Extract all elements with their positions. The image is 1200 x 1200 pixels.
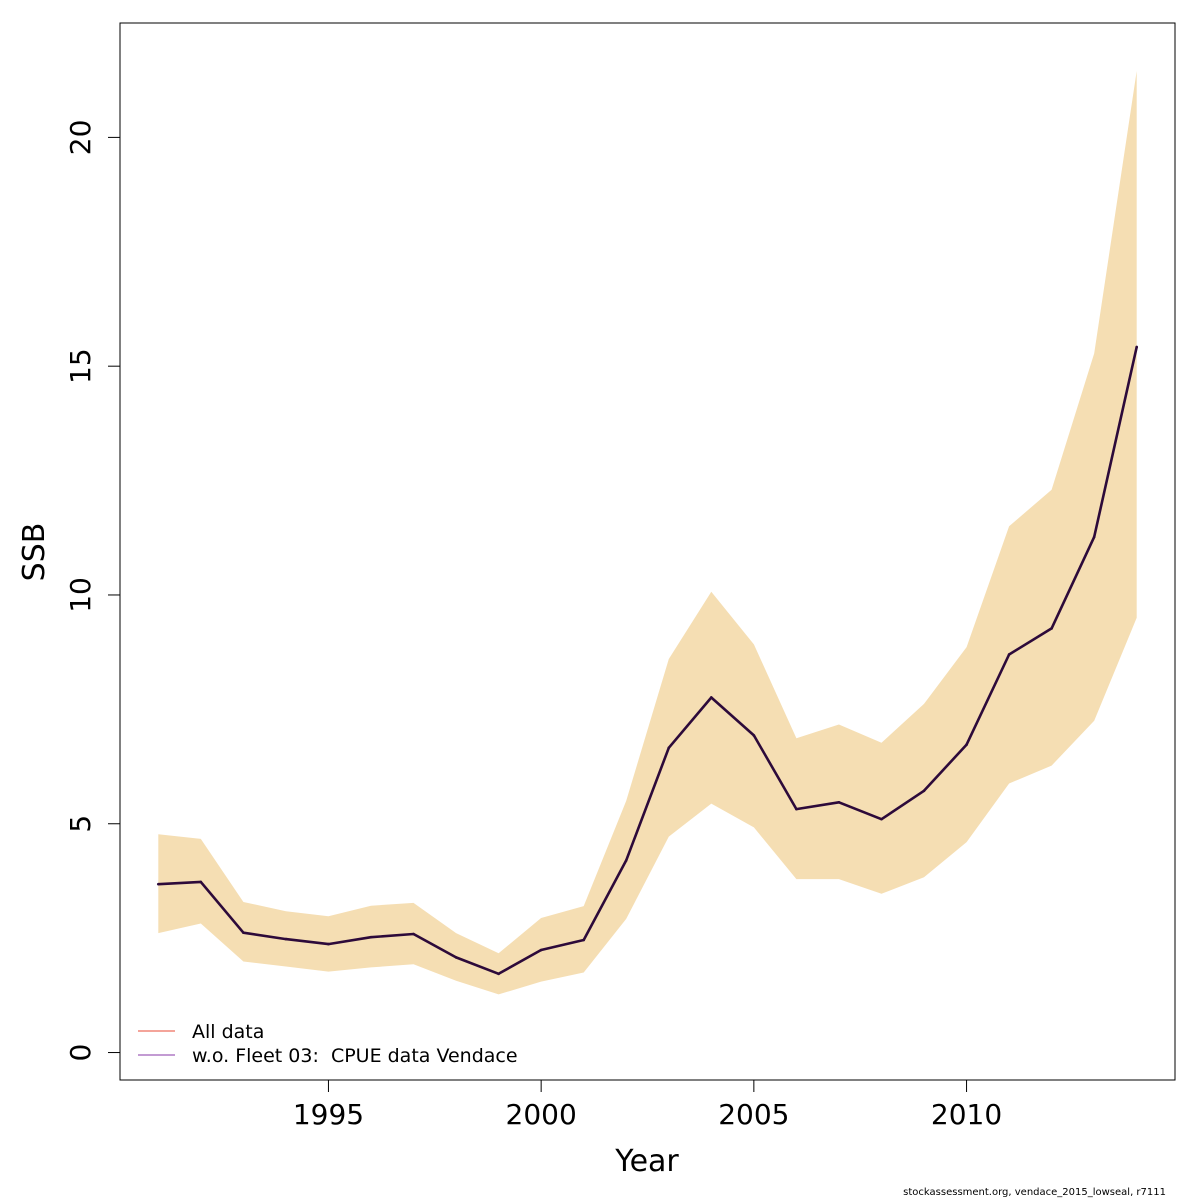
ssb-point-1997 [412, 932, 415, 936]
confidence-band [158, 71, 1137, 995]
ssb-point-1995 [327, 942, 330, 946]
ssb-point-2003 [667, 746, 671, 750]
x-axis: 1995 2000 2005 2010 [293, 1079, 1002, 1131]
ssb-line [158, 346, 1138, 976]
ssb-point-2013 [1092, 535, 1096, 539]
x-tick-label-1995: 1995 [293, 1098, 364, 1131]
ssb-point-1991 [156, 882, 160, 886]
ssb-point-1998 [454, 956, 458, 959]
ssb-point-2008 [880, 817, 883, 821]
y-tick-label-0: 0 [64, 1044, 97, 1062]
ssb-point-1994 [284, 937, 288, 941]
plot-area-background [120, 23, 1175, 1080]
ssb-point-2010 [965, 743, 968, 746]
ssb-point-2001 [582, 938, 585, 942]
legend-label-without-fleet-03: w.o. Fleet 03: CPUE data Vendace [192, 1045, 518, 1067]
x-tick-label-2000: 2000 [506, 1098, 577, 1131]
ssb-points [156, 345, 1139, 976]
y-axis: 0 5 10 15 20 [64, 120, 121, 1062]
ssb-point-2005 [752, 734, 756, 737]
ssb-point-1992 [199, 880, 203, 884]
y-tick-label-5: 5 [64, 815, 97, 833]
ssb-point-2006 [795, 807, 798, 811]
ssb-point-2009 [922, 789, 926, 793]
x-axis-title: Year [614, 1144, 679, 1179]
legend: All data w.o. Fleet 03: CPUE data Vendac… [138, 1021, 518, 1067]
y-tick-label-20: 20 [64, 120, 97, 156]
ssb-point-2012 [1050, 627, 1053, 630]
y-tick-label-10: 10 [64, 577, 97, 613]
ssb-point-2004 [710, 696, 713, 699]
footer-credit: stockassessment.org, vendace_2015_lowsea… [903, 1187, 1166, 1198]
legend-label-all-data: All data [192, 1021, 264, 1043]
ssb-point-2000 [539, 948, 543, 952]
ssb-point-2011 [1007, 653, 1011, 656]
y-tick-label-15: 15 [64, 348, 97, 384]
ssb-point-2007 [837, 800, 841, 804]
x-tick-label-2005: 2005 [718, 1098, 789, 1131]
x-tick-label-2010: 2010 [931, 1098, 1002, 1131]
ssb-point-2014 [1135, 345, 1139, 349]
ssb-point-1999 [497, 972, 500, 976]
ssb-point-1996 [369, 935, 373, 939]
y-axis-title: SSB [17, 523, 52, 582]
ssb-point-1993 [242, 931, 245, 934]
ssb-point-2002 [624, 859, 628, 862]
